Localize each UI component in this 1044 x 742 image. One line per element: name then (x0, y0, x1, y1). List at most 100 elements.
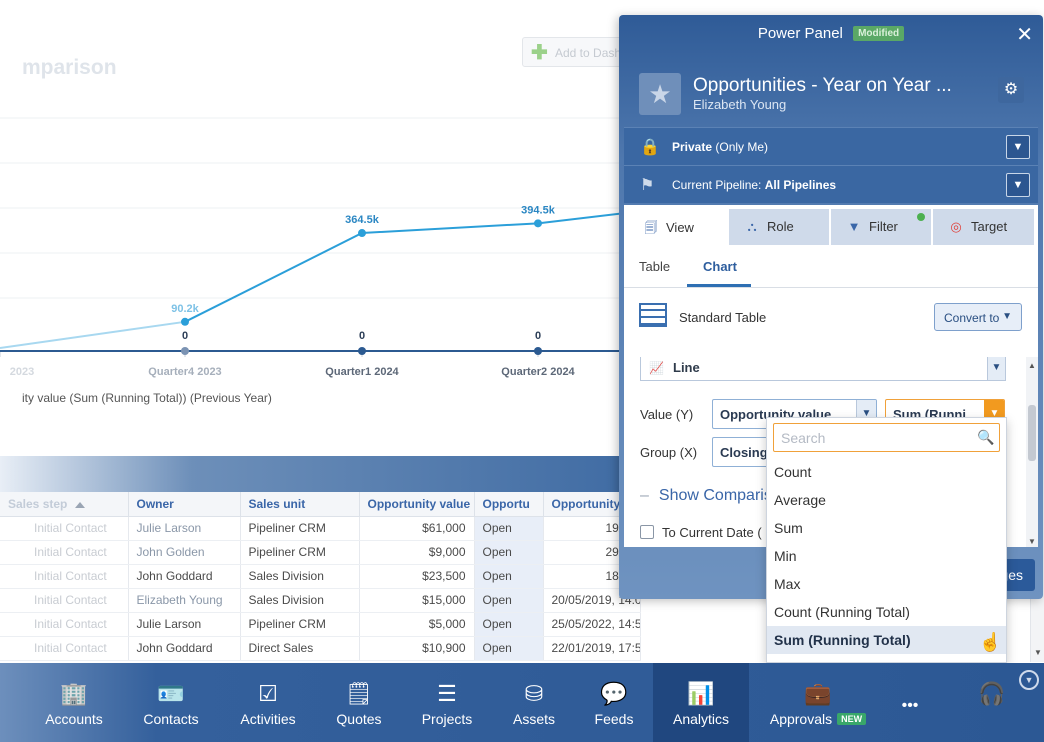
hand-cursor-icon: ☝ (979, 632, 1002, 652)
chart-legend: ity value (Sum (Running Total)) (Previou… (22, 391, 272, 405)
nav-more[interactable]: ••• (880, 663, 940, 742)
data-point[interactable] (534, 219, 542, 228)
chevron-down-icon[interactable]: ▼ (1006, 135, 1030, 159)
group-x-label: Group (X) (640, 445, 698, 460)
nav-quotes[interactable]: 🗒 Quotes (336, 681, 382, 727)
convert-to-button[interactable]: Convert to ▼ (934, 303, 1022, 331)
cell-sales-unit: Pipeliner CRM (240, 516, 360, 541)
scroll-down-icon[interactable]: ▼ (1028, 537, 1036, 546)
cell-opportunity-status: Open (474, 612, 544, 637)
pipeline-flag-icon: ⚑ (640, 177, 655, 194)
column-header-opportunity-status[interactable]: Opportu (474, 492, 544, 517)
nav-analytics[interactable]: 📊 Analytics (653, 663, 749, 742)
cell-opportunity-value: $15,000 (359, 588, 475, 613)
cell-opportunity-status: Open (474, 564, 544, 589)
target-icon: ◎ (950, 219, 962, 234)
cell-sales-unit: Pipeliner CRM (240, 612, 360, 637)
cell-sales-step: Initial Contact (0, 612, 129, 637)
subtab-table[interactable]: Table (639, 259, 671, 274)
aggregation-option[interactable]: Count (Running Total) (774, 604, 910, 620)
x-tick-label: 2023 (10, 366, 34, 378)
favorite-star-icon[interactable]: ★ (639, 73, 681, 115)
nav-assets[interactable]: ⛁ Assets (512, 681, 555, 727)
new-badge: NEW (837, 713, 867, 725)
show-comparison-toggle[interactable]: – Show Comparis (640, 487, 772, 504)
nav-projects[interactable]: ☰ Projects (421, 681, 473, 727)
privacy-row[interactable]: 🔒 Private (Only Me) ▼ (624, 127, 1038, 165)
chevron-down-icon[interactable]: ▼ (987, 357, 1005, 380)
table-row[interactable]: Initial Contact Julie Larson Pipeliner CRM… (0, 516, 641, 541)
quote-document-icon: 🗒 (345, 681, 373, 706)
column-header-owner[interactable]: Owner (128, 492, 241, 517)
active-subtab-indicator (687, 284, 751, 287)
panel-header: Power Panel Modified (619, 25, 1043, 42)
table-row[interactable]: Initial Contact John Golden Pipeliner CRM $… (0, 540, 641, 565)
cell-opportunity-value: $10,900 (359, 636, 475, 661)
collapse-dash-icon: – (640, 487, 649, 504)
data-label: 90.2k (171, 303, 199, 315)
search-icon: 🔍 (977, 429, 995, 445)
cell-opportunity-status: Open (474, 636, 544, 661)
aggregation-option[interactable]: Average (774, 492, 826, 508)
gear-icon[interactable]: ⚙ (998, 77, 1024, 103)
tab-target[interactable]: ◎ Target (933, 209, 1034, 245)
nav-approvals[interactable]: 💼 Approvals NEW (760, 663, 876, 742)
data-point[interactable] (534, 347, 542, 355)
to-current-date-option[interactable]: To Current Date ( (640, 525, 762, 540)
aggregation-option[interactable]: Min (774, 548, 797, 564)
tab-role[interactable]: ⛬ Role (729, 209, 829, 245)
nav-contacts[interactable]: 🪪 Contacts (143, 681, 199, 727)
standard-table-label: Standard Table (679, 310, 767, 325)
data-label: 0 (535, 330, 541, 342)
nav-support[interactable]: 🎧 (960, 663, 1024, 742)
cell-sales-step: Initial Contact (0, 588, 129, 613)
subtab-chart[interactable]: Chart (703, 259, 737, 274)
more-dots-icon: ••• (901, 697, 919, 714)
view-report-icon: 🗐 (644, 220, 658, 235)
tab-view[interactable]: 🗐 View (628, 209, 727, 245)
cell-opportunity-value: $23,500 (359, 564, 475, 589)
checklist-icon: ☰ (437, 681, 457, 706)
table-row[interactable]: Initial Contact Elizabeth Young Sales Divi… (0, 588, 641, 613)
aggregation-search-input[interactable] (773, 423, 1000, 452)
scroll-up-icon[interactable]: ▲ (1028, 361, 1036, 370)
collapse-nav-icon[interactable]: ▼ (1019, 670, 1039, 690)
value-y-label: Value (Y) (640, 407, 694, 422)
line-chart-icon: 📈 (649, 361, 664, 375)
data-point[interactable] (358, 347, 366, 355)
column-header-sales-unit[interactable]: Sales unit (240, 492, 360, 517)
data-point[interactable] (181, 317, 189, 326)
data-label: 0 (359, 330, 365, 342)
line-chart: 90.2k 364.5k 394.5k 0 0 0 2023 Quarter4 2023 Qua… (0, 117, 640, 378)
data-point[interactable] (181, 347, 189, 355)
briefcase-icon: 💼 (804, 681, 832, 706)
column-header-sales-step[interactable]: Sales step (0, 492, 129, 517)
nav-accounts[interactable]: 🏢 Accounts (45, 681, 103, 727)
table-row[interactable]: Initial Contact John Goddard Sales Divisio… (0, 564, 641, 589)
chart-type-select[interactable]: 📈 Line ▼ (640, 357, 1006, 381)
cell-owner: John Golden (128, 540, 241, 565)
x-tick-label: Quarter1 2024 (325, 366, 399, 378)
aggregation-option[interactable]: Sum (774, 520, 803, 536)
table-row[interactable]: Initial Contact John Goddard Direct Sales $… (0, 636, 641, 661)
table-row[interactable]: Initial Contact Julie Larson Pipeliner CRM… (0, 612, 641, 637)
series-line-current (184, 210, 640, 323)
chevron-down-icon[interactable]: ▼ (1006, 173, 1030, 197)
scroll-down-icon[interactable]: ▼ (1034, 648, 1042, 657)
close-icon[interactable]: ✕ (1016, 24, 1033, 46)
filter-active-dot (917, 213, 925, 221)
nav-activities[interactable]: ☑ Activities (240, 681, 296, 727)
tab-filter[interactable]: ▼ Filter (831, 209, 931, 245)
data-point[interactable] (358, 229, 366, 238)
pipeline-row[interactable]: ⚑ Current Pipeline: All Pipelines ▼ (624, 165, 1038, 203)
panel-scroll-thumb[interactable] (1028, 405, 1036, 461)
aggregation-option[interactable]: Max (774, 576, 801, 592)
feeds-chat-icon: 💬 (600, 681, 628, 706)
aggregation-option[interactable]: Count (774, 464, 812, 480)
database-icon: ⛁ (524, 681, 544, 706)
column-header-opportunity-value[interactable]: Opportunity value (359, 492, 475, 517)
to-current-date-checkbox[interactable] (640, 525, 654, 539)
sort-ascending-icon[interactable] (75, 501, 86, 508)
nav-feeds[interactable]: 💬 Feeds (594, 681, 634, 727)
aggregation-option[interactable]: Sum (Running Total) (767, 626, 1006, 654)
